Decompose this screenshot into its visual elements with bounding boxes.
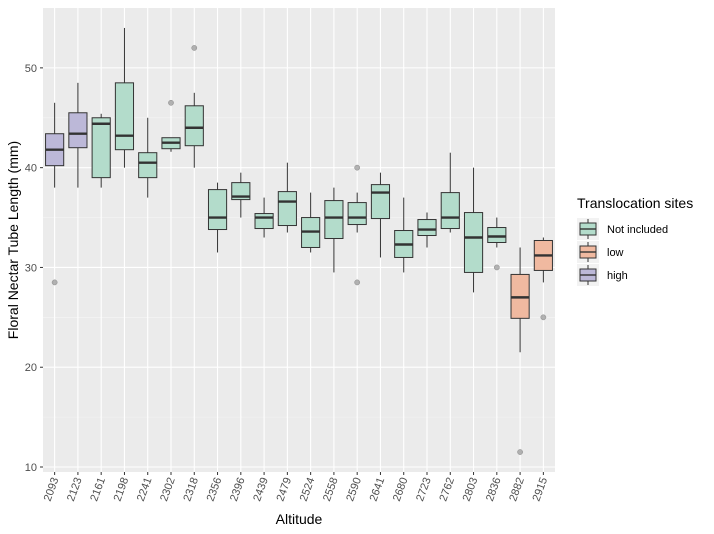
box-2723	[417, 212, 437, 248]
box	[114, 82, 135, 151]
x-tick-label: 2093	[42, 476, 62, 503]
box-2302	[161, 99, 181, 152]
box-2161	[91, 113, 111, 188]
box-2241	[138, 117, 158, 198]
box	[440, 192, 460, 230]
box	[138, 152, 158, 179]
box-2680	[394, 197, 414, 273]
box	[487, 227, 507, 243]
outlier-point	[354, 279, 361, 286]
x-tick-label: 2356	[205, 476, 225, 503]
box-2318	[184, 45, 204, 168]
x-tick-label: 2318	[181, 476, 201, 503]
box-2524	[301, 192, 321, 253]
x-tick-label: 2241	[135, 476, 155, 503]
x-tick-label: 2836	[484, 476, 504, 503]
x-tick-label: 2762	[437, 476, 457, 503]
legend-label-high: high	[607, 270, 628, 282]
x-tick-label: 2302	[158, 476, 178, 503]
x-tick-label: 2590	[344, 476, 364, 503]
box	[184, 105, 204, 147]
box-2803	[463, 167, 484, 293]
box	[277, 191, 297, 227]
x-tick-label: 2161	[88, 476, 108, 503]
box	[370, 184, 391, 220]
x-tick-label: 2439	[251, 476, 271, 503]
x-tick-label: 2723	[414, 476, 434, 503]
boxes	[45, 27, 553, 455]
y-tick-label: 40	[25, 163, 37, 175]
outlier-point	[51, 279, 58, 286]
outlier-point	[354, 164, 361, 171]
box-2356	[207, 182, 228, 253]
outlier-point	[493, 264, 500, 271]
x-tick-label: 2123	[65, 476, 85, 503]
outlier-point	[168, 99, 174, 106]
x-tick-label: 2803	[461, 476, 481, 503]
y-axis: 10 20 30 40 50	[25, 63, 43, 474]
y-tick-label: 50	[25, 63, 37, 75]
y-tick-label: 20	[25, 362, 37, 374]
box-2479	[277, 162, 297, 233]
x-tick-label: 2524	[298, 476, 318, 503]
outlier-point	[540, 314, 547, 321]
x-tick-label: 2558	[321, 476, 341, 503]
box-2915	[533, 237, 553, 321]
box	[231, 182, 251, 201]
box	[324, 200, 344, 240]
box-2198	[114, 27, 135, 168]
x-axis: 2093 2123 2161 2198 2241 2302 2318 2356 2396 2439…	[42, 472, 550, 503]
box-2439	[254, 197, 274, 238]
box	[463, 212, 484, 273]
y-tick-label: 10	[25, 462, 37, 474]
box-2836	[487, 217, 507, 271]
y-tick-label: 30	[25, 262, 37, 274]
x-tick-label: 2479	[275, 476, 295, 503]
box-2093	[45, 102, 65, 286]
x-tick-label: 2396	[228, 476, 248, 503]
legend-title: Translocation sites	[577, 195, 693, 211]
y-axis-title: Floral Nectar Tube Length (mm)	[5, 141, 21, 339]
x-tick-label: 2915	[531, 476, 551, 503]
box	[91, 117, 111, 179]
box	[207, 189, 228, 231]
box	[347, 202, 367, 226]
legend: Translocation sites Not included low high	[577, 195, 693, 286]
legend-label-not_included: Not included	[607, 224, 668, 236]
box-2590	[347, 164, 367, 286]
box-2762	[440, 152, 460, 233]
box-2641	[370, 172, 391, 258]
box	[254, 213, 274, 230]
x-tick-label: 2882	[507, 476, 527, 503]
legend-label-low: low	[607, 247, 624, 259]
box-2558	[324, 187, 344, 273]
box	[417, 219, 437, 237]
x-tick-label: 2641	[368, 476, 388, 503]
outlier-point	[517, 449, 523, 455]
box	[68, 112, 88, 149]
outlier-point	[191, 45, 198, 51]
x-tick-label: 2198	[112, 476, 132, 503]
box-2123	[68, 82, 88, 188]
x-tick-label: 2680	[391, 476, 411, 503]
box-2882	[510, 247, 530, 455]
box-2396	[231, 172, 251, 218]
x-axis-title: Altitude	[276, 511, 323, 527]
